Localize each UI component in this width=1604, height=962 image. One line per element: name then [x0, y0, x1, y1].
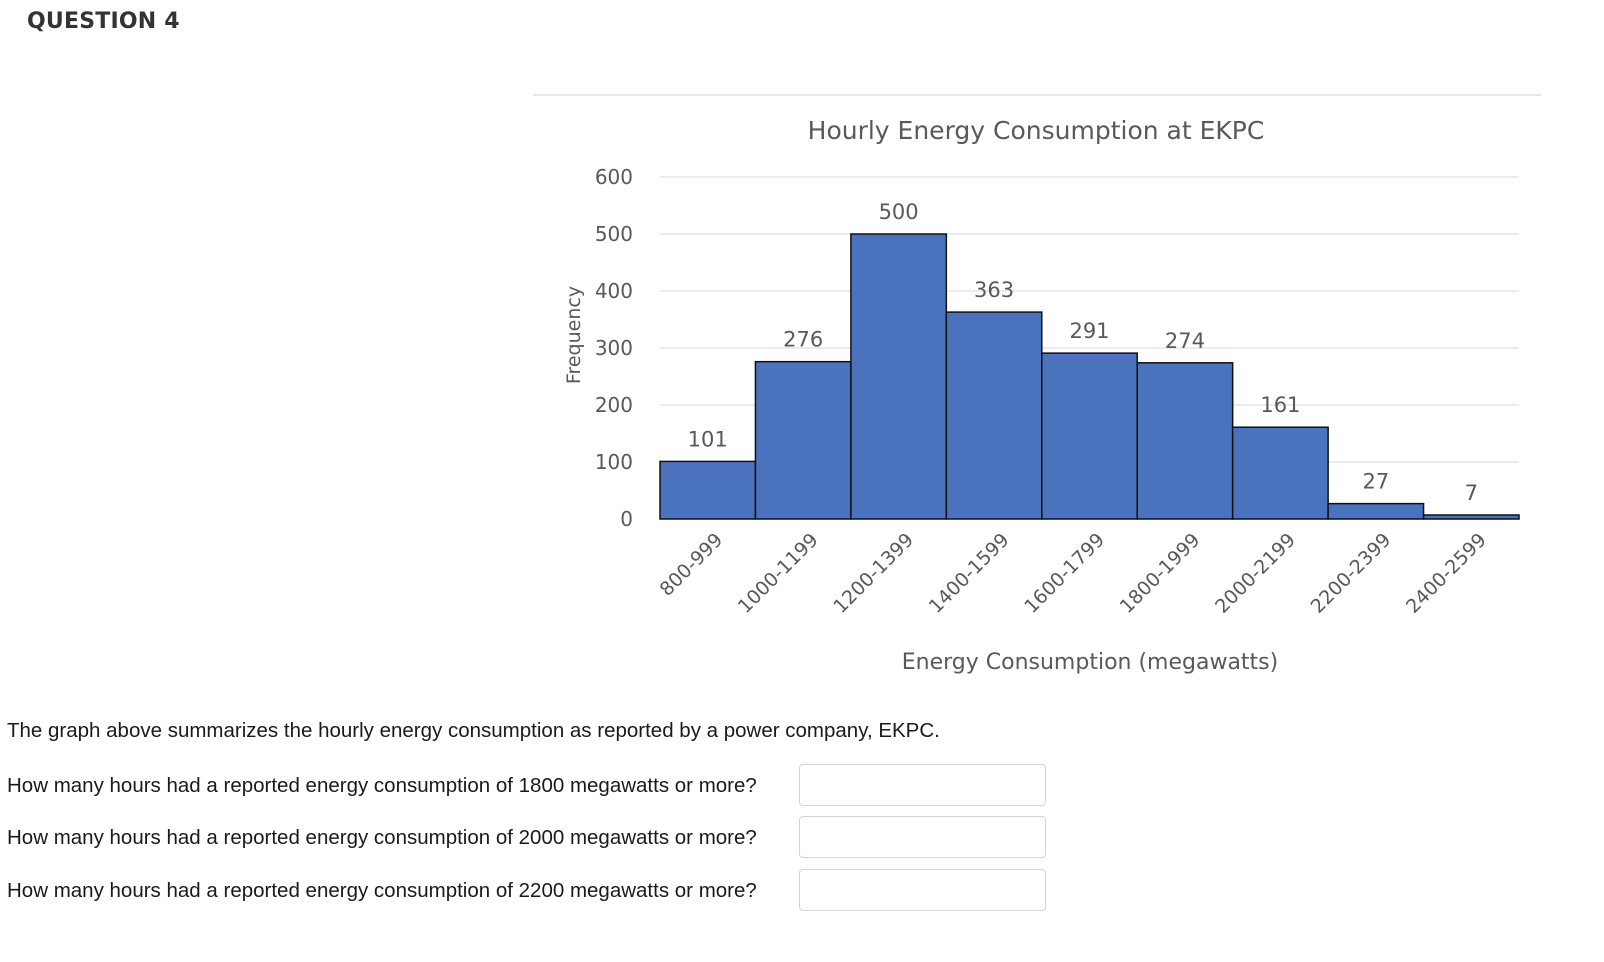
x-tick-label: 1600-1799: [1020, 529, 1109, 618]
data-label: 363: [974, 278, 1014, 302]
x-tick-label: 1200-1399: [829, 529, 918, 618]
chart-title: Hourly Energy Consumption at EKPC: [808, 116, 1265, 145]
answer-input-1[interactable]: [799, 764, 1046, 806]
y-tick-label: 200: [595, 393, 633, 417]
x-tick-label: 1800-1999: [1116, 529, 1205, 618]
data-label: 291: [1069, 319, 1109, 343]
histogram-chart: Hourly Energy Consumption at EKPC 0 100 20…: [533, 94, 1541, 675]
data-label: 276: [783, 328, 823, 352]
question-row-1: How many hours had a reported energy con…: [7, 764, 1107, 808]
y-tick-label: 100: [595, 450, 633, 474]
data-label: 27: [1362, 470, 1389, 494]
y-tick-label: 500: [595, 222, 633, 246]
x-tick-label: 2400-2599: [1402, 529, 1491, 618]
x-tick-label: 800-999: [656, 529, 728, 601]
y-axis-label: Frequency: [563, 286, 585, 384]
question-3-text: How many hours had a reported energy con…: [7, 879, 757, 902]
data-label-layer: 101 276 500 363 291 274 161 27 7: [688, 200, 1478, 505]
x-tick-label: 1400-1599: [925, 529, 1014, 618]
data-label: 274: [1165, 329, 1205, 353]
data-label: 101: [688, 427, 728, 451]
answer-input-2[interactable]: [799, 816, 1046, 858]
y-tick-label: 400: [595, 279, 633, 303]
data-label: 7: [1465, 481, 1478, 505]
y-tick-layer: 0 100 200 300 400 500 600: [595, 165, 633, 531]
x-tick-label: 2200-2399: [1307, 529, 1396, 618]
x-tick-label: 2000-2199: [1211, 529, 1300, 618]
histogram-svg: Hourly Energy Consumption at EKPC 0 100 20…: [533, 94, 1541, 675]
y-tick-label: 300: [595, 336, 633, 360]
bar-2000-2199: [1231, 426, 1329, 520]
bar-800-999: [659, 460, 757, 520]
x-axis-label: Energy Consumption (megawatts): [902, 650, 1278, 675]
bar-1000-1199: [754, 360, 852, 520]
y-tick-label: 600: [595, 165, 633, 189]
bar-2400-2599: [1422, 514, 1520, 520]
question-2-text: How many hours had a reported energy con…: [7, 826, 757, 849]
question-row-3: How many hours had a reported energy con…: [7, 869, 1107, 913]
question-row-2: How many hours had a reported energy con…: [7, 816, 1107, 860]
question-intro: The graph above summarizes the hourly en…: [7, 719, 940, 742]
x-tick-layer: 800-999 1000-1199 1200-1399 1400-1599 1600-1…: [656, 529, 1491, 618]
question-title: QUESTION 4: [27, 9, 180, 34]
bar-1600-1799: [1041, 352, 1138, 520]
x-tick-label: 1000-1199: [734, 529, 823, 618]
bar-layer: [659, 233, 1520, 520]
bar-1200-1399: [850, 233, 948, 520]
y-tick-label: 0: [620, 507, 633, 531]
bar-1400-1599: [945, 311, 1043, 520]
question-1-text: How many hours had a reported energy con…: [7, 774, 757, 797]
data-label: 161: [1260, 393, 1300, 417]
bar-2200-2399: [1327, 502, 1425, 520]
bar-1800-1999: [1136, 362, 1234, 520]
answer-input-3[interactable]: [799, 869, 1046, 911]
data-label: 500: [879, 200, 919, 224]
